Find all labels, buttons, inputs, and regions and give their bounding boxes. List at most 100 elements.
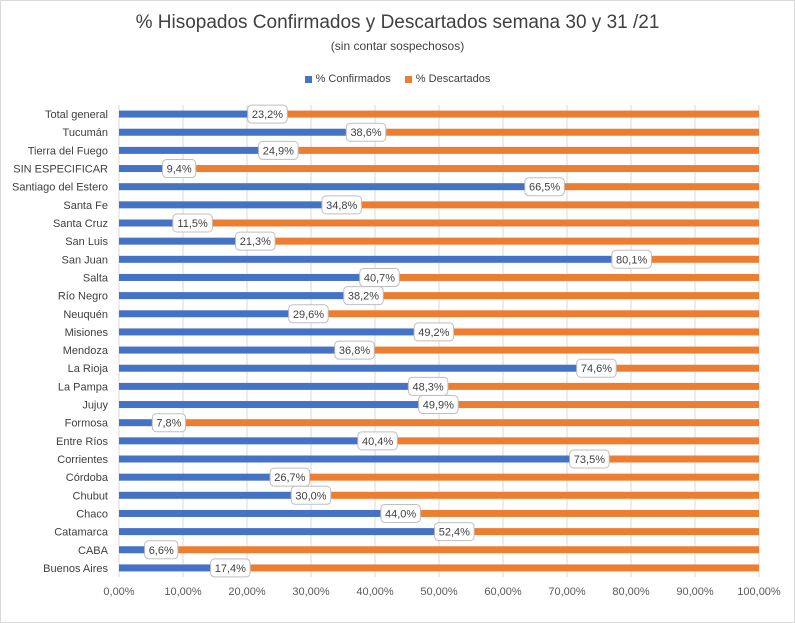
bar-descartados	[363, 292, 759, 300]
x-tick-label: 80,00%	[612, 586, 650, 598]
category-label: Corrientes	[57, 454, 108, 466]
bar-confirmados	[119, 310, 309, 318]
legend-item-confirmados: % Confirmados	[304, 73, 391, 85]
bar-descartados	[161, 546, 760, 554]
bar-confirmados	[119, 346, 355, 354]
category-label: San Juan	[62, 254, 108, 266]
category-label: SIN ESPECIFICAR	[13, 164, 108, 176]
data-label: 38,2%	[348, 291, 379, 303]
bar-confirmados	[119, 437, 378, 445]
data-label: 44,0%	[385, 508, 416, 520]
bar-descartados	[168, 419, 760, 427]
data-label-box	[343, 286, 384, 306]
bar-confirmados	[119, 528, 455, 536]
bar-descartados	[179, 165, 759, 173]
x-tick-label: 90,00%	[676, 586, 714, 598]
bar-descartados	[366, 128, 759, 136]
legend-swatch-descartados	[404, 75, 412, 83]
bar-confirmados	[119, 546, 162, 554]
category-label: Formosa	[65, 418, 109, 430]
data-label: 30,0%	[295, 490, 326, 502]
bar-descartados	[267, 110, 759, 118]
bar-confirmados	[119, 419, 169, 427]
data-label: 21,3%	[240, 236, 271, 248]
legend-swatch-confirmados	[304, 75, 312, 83]
category-label: Tierra del Fuego	[28, 145, 108, 157]
category-label: Mendoza	[63, 345, 109, 357]
bar-confirmados	[119, 473, 290, 481]
bar-confirmados	[119, 201, 342, 209]
category-label: CABA	[78, 545, 109, 557]
bar-confirmados	[119, 110, 268, 118]
data-label: 49,2%	[418, 327, 449, 339]
category-label: Entre Ríos	[56, 436, 108, 448]
bar-descartados	[289, 473, 759, 481]
data-label-box	[247, 104, 288, 124]
data-label: 26,7%	[274, 472, 305, 484]
category-label: Córdoba	[66, 472, 109, 484]
data-label-box	[434, 522, 475, 542]
bar-descartados	[400, 509, 759, 517]
chart-subtitle: (sin contar sospechosos)	[330, 39, 465, 53]
data-label-box	[380, 503, 421, 523]
x-tick-label: 40,00%	[356, 586, 394, 598]
chart-title: % Hisopados Confirmados y Descartados se…	[135, 12, 660, 33]
bar-descartados	[278, 146, 759, 154]
x-tick-label: 50,00%	[420, 586, 458, 598]
bar-descartados	[596, 364, 759, 372]
data-label: 48,3%	[413, 381, 444, 393]
data-label: 38,6%	[350, 127, 381, 139]
data-label-box	[162, 159, 197, 179]
data-label-box	[524, 177, 565, 197]
category-label: Río Negro	[58, 291, 108, 303]
bar-confirmados	[119, 237, 256, 245]
data-label: 40,4%	[362, 436, 393, 448]
data-label-box	[210, 558, 251, 578]
legend-label-descartados: % Descartados	[415, 73, 491, 85]
category-label: La Rioja	[68, 363, 109, 375]
data-label-box	[334, 340, 375, 360]
category-label: Neuquén	[63, 309, 108, 321]
data-label-box	[611, 249, 652, 269]
data-label-box	[235, 231, 276, 251]
category-label: Santiago del Estero	[12, 182, 108, 194]
category-label: San Luis	[65, 236, 108, 248]
bar-descartados	[377, 437, 759, 445]
data-label-box	[288, 304, 329, 324]
data-label-box	[290, 485, 332, 505]
data-label: 6,6%	[149, 545, 174, 557]
data-label: 80,1%	[616, 254, 647, 266]
bar-descartados	[308, 310, 759, 318]
category-label: Buenos Aires	[43, 563, 108, 575]
bar-confirmados	[119, 491, 311, 499]
bar-descartados	[255, 237, 759, 245]
category-label: Catamarca	[54, 527, 109, 539]
data-label: 36,8%	[339, 345, 370, 357]
legend: % Confirmados % Descartados	[0, 73, 795, 85]
bar-descartados	[428, 382, 759, 390]
category-label: Misiones	[65, 327, 109, 339]
data-label: 29,6%	[293, 309, 324, 321]
data-label: 11,5%	[177, 218, 208, 230]
bar-descartados	[379, 273, 759, 281]
data-label-box	[269, 467, 311, 487]
bar-confirmados	[119, 328, 434, 336]
bar-confirmados	[119, 273, 380, 281]
category-label: Salta	[83, 272, 109, 284]
bar-confirmados	[119, 292, 364, 300]
bar-confirmados	[119, 382, 429, 390]
x-tick-label: 30,00%	[292, 586, 330, 598]
bar-descartados	[311, 491, 759, 499]
bar-descartados	[433, 328, 759, 336]
x-tick-label: 20,00%	[228, 586, 266, 598]
bar-confirmados	[119, 364, 597, 372]
data-label-box	[569, 449, 610, 469]
x-tick-label: 100,00%	[737, 586, 781, 598]
category-label: Jujuy	[82, 400, 108, 412]
data-label: 73,5%	[574, 454, 605, 466]
data-label-box	[418, 395, 459, 415]
category-label: Tucumán	[63, 127, 108, 139]
bar-confirmados	[119, 509, 401, 517]
legend-item-descartados: % Descartados	[404, 73, 491, 85]
